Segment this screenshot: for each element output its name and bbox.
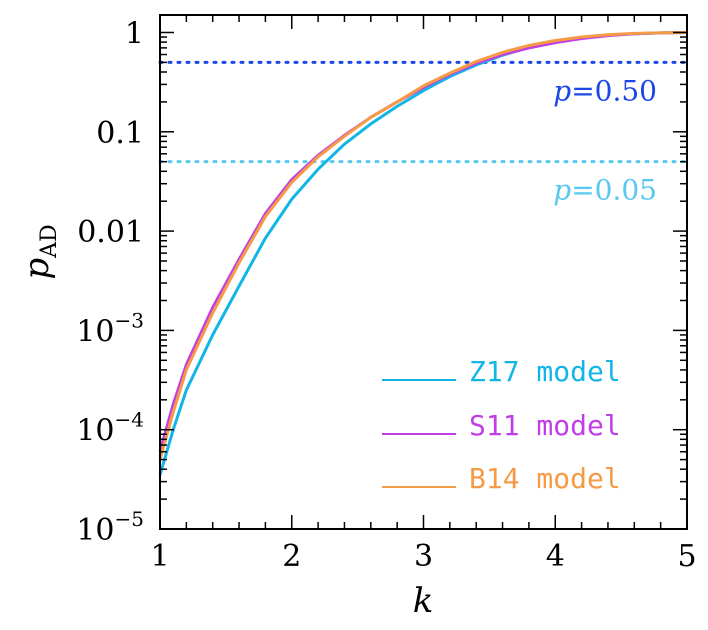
series-lines	[158, 31, 688, 476]
legend: Z17 model S11 model B14 model	[382, 355, 621, 495]
x-tick-label: 2	[282, 539, 301, 574]
legend-label: Z17 model	[469, 355, 621, 388]
legend-label: S11 model	[469, 409, 621, 442]
series-line	[158, 31, 688, 461]
reference-label: p=0.50	[553, 74, 657, 107]
x-tick-label: 4	[546, 539, 565, 574]
x-tick-label: 1	[150, 539, 169, 574]
y-tick-label: 1	[125, 16, 144, 51]
y-tick-label: 10−3	[76, 308, 144, 349]
x-axis-label: k	[413, 581, 434, 621]
plot-frame	[159, 14, 688, 530]
reference-label: p=0.05	[553, 174, 657, 207]
y-tick-label: 0.1	[96, 116, 144, 151]
x-tick-label: 3	[414, 539, 433, 574]
x-tick-label: 5	[677, 539, 696, 574]
legend-label: B14 model	[469, 462, 621, 495]
tick-labels: 1 2 3 4 5 1 0.1 0.01 10−3 10−4 10−5	[76, 16, 696, 574]
y-axis-label: pAD	[17, 224, 62, 279]
y-tick-label: 10−5	[76, 507, 144, 548]
reference-lines: p=0.50 p=0.05	[158, 60, 689, 207]
y-tick-label: 0.01	[77, 215, 144, 250]
y-tick-label: 10−4	[76, 408, 144, 449]
